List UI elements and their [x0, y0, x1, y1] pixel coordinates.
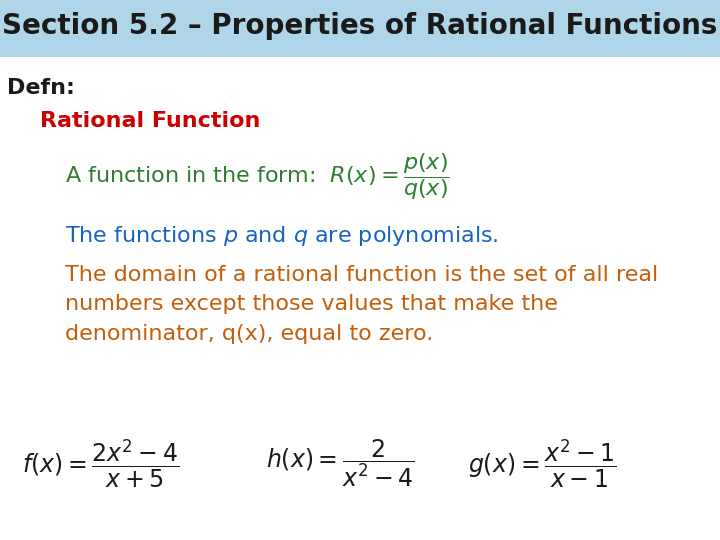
Text: A function in the form:  $R(x) = \dfrac{p(x)}{q(x)}$: A function in the form: $R(x) = \dfrac{p…: [65, 151, 449, 202]
Text: Defn:: Defn:: [7, 78, 75, 98]
Text: $g(x) = \dfrac{x^2 - 1}{x - 1}$: $g(x) = \dfrac{x^2 - 1}{x - 1}$: [468, 437, 617, 490]
Text: $f(x) = \dfrac{2x^2 - 4}{x + 5}$: $f(x) = \dfrac{2x^2 - 4}{x + 5}$: [22, 437, 179, 490]
FancyBboxPatch shape: [0, 0, 720, 57]
Text: The domain of a rational function is the set of all real
numbers except those va: The domain of a rational function is the…: [65, 265, 658, 344]
Text: Section 5.2 – Properties of Rational Functions: Section 5.2 – Properties of Rational Fun…: [2, 12, 718, 40]
Text: Rational Function: Rational Function: [40, 111, 260, 131]
Text: The functions $p$ and $q$ are polynomials.: The functions $p$ and $q$ are polynomial…: [65, 224, 498, 248]
Text: $h(x) = \dfrac{2}{x^2 - 4}$: $h(x) = \dfrac{2}{x^2 - 4}$: [266, 437, 415, 489]
